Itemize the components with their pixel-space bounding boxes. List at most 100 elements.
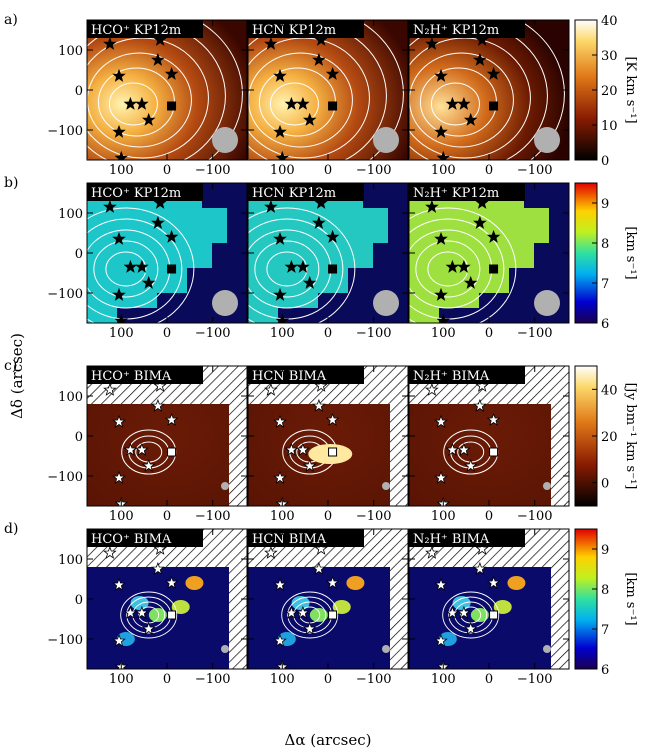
star-marker — [141, 458, 156, 472]
star-marker — [284, 259, 299, 273]
colorbar-tick-label: 9 — [601, 543, 609, 558]
star-marker — [475, 378, 489, 392]
panel-title-box — [409, 529, 525, 547]
y-tick-label: −100 — [47, 633, 83, 648]
star-marker — [284, 96, 299, 110]
star-marker — [123, 442, 138, 456]
star-marker — [475, 32, 489, 46]
y-tick-label: −100 — [47, 287, 83, 302]
star-marker — [164, 412, 179, 426]
hatched-region — [551, 529, 569, 669]
star-marker — [434, 231, 448, 245]
panel-title: N₂H⁺ BIMA — [413, 369, 490, 384]
panel-title: HCN KP12m — [252, 23, 336, 38]
colorbar-tick-label: 20 — [601, 84, 618, 99]
y-tick-label: 0 — [75, 593, 83, 608]
reference-square — [328, 447, 338, 457]
panel-map: N₂H⁺ KP12m — [409, 20, 569, 160]
star-marker — [103, 545, 117, 559]
contour-line — [248, 207, 356, 323]
panel-r3-c3: N₂H⁺ BIMA 100 0 −100 — [408, 365, 570, 524]
row-label: c) — [4, 358, 17, 374]
y-tick-label: 0 — [75, 84, 83, 99]
reference-square — [489, 610, 499, 620]
star-marker — [153, 32, 167, 46]
panel-title: HCO⁺ KP12m — [91, 186, 181, 201]
velocity-map — [409, 183, 549, 323]
star-marker — [302, 621, 317, 635]
contour-line — [254, 240, 320, 298]
star-marker — [273, 287, 287, 301]
star-marker — [273, 231, 287, 245]
reference-square — [167, 101, 177, 111]
panel-r4-c1: HCO⁺ BIMA 100 0 −100 100 0 −100 — [47, 528, 248, 687]
panel-map: HCO⁺ KP12m — [87, 20, 247, 160]
panel-title-box — [87, 529, 203, 547]
star-marker — [457, 442, 471, 456]
velocity-blob — [470, 608, 489, 622]
star-marker — [112, 231, 126, 245]
star-marker — [112, 577, 126, 591]
colorbar — [574, 528, 598, 670]
star-marker — [463, 275, 478, 289]
x-tick-label: 100 — [431, 326, 456, 341]
beam-ellipse — [221, 482, 229, 490]
reference-square — [328, 610, 338, 620]
panel-r2-c2: HCN KP12m 100 0 −100 — [247, 182, 409, 341]
star-marker — [123, 259, 138, 273]
x-tick-label: 0 — [485, 163, 493, 178]
star-marker — [135, 442, 149, 456]
reference-square — [489, 101, 499, 111]
panel-r2-c1: HCO⁺ KP12m 100 0 −100 100 0 −100 — [47, 182, 248, 341]
panel-r4-c3: N₂H⁺ BIMA 100 0 −100 — [408, 528, 570, 687]
star-marker — [473, 561, 487, 575]
reference-square — [489, 447, 499, 457]
star-marker — [473, 52, 487, 66]
x-tick-label: 0 — [163, 326, 171, 341]
y-tick-label: −100 — [47, 124, 83, 139]
star-marker — [314, 378, 328, 392]
panel-r1-c2: HCN KP12m 100 0 −100 — [247, 19, 409, 178]
beam-ellipse — [382, 482, 390, 490]
colorbar-tick-label: 30 — [601, 49, 618, 64]
contour-line — [415, 240, 481, 298]
contour-line — [93, 240, 159, 298]
x-tick-label: −100 — [517, 509, 553, 524]
colorbar-tick-label: 40 — [601, 14, 618, 29]
star-marker — [112, 287, 126, 301]
star-marker — [112, 124, 126, 138]
panel-title: N₂H⁺ BIMA — [413, 532, 490, 547]
panel-map: N₂H⁺ KP12m — [409, 183, 569, 323]
contour-line — [281, 591, 339, 639]
colorbar-tick-label: 6 — [601, 317, 609, 332]
star-marker — [112, 470, 126, 484]
star-marker — [312, 398, 326, 412]
panel-title-box — [87, 20, 203, 38]
colorbar-tick-label: 10 — [601, 119, 618, 134]
reference-square — [167, 610, 177, 620]
beam-ellipse — [534, 290, 560, 316]
star-marker — [273, 68, 287, 82]
star-marker — [273, 577, 287, 591]
star-marker — [123, 96, 138, 110]
beam-ellipse — [212, 290, 238, 316]
star-marker — [463, 112, 478, 126]
colorbar-tick-label: 6 — [601, 663, 609, 678]
x-tick-label: 100 — [109, 163, 134, 178]
reference-square — [167, 447, 177, 457]
panel-title: HCO⁺ BIMA — [91, 532, 172, 547]
star-marker — [135, 605, 149, 619]
star-marker — [153, 541, 167, 555]
star-marker — [312, 561, 326, 575]
star-marker — [264, 199, 278, 213]
velocity-blob — [452, 596, 471, 610]
velocity-map — [87, 183, 227, 323]
star-marker — [457, 96, 471, 110]
x-tick-label: 0 — [163, 163, 171, 178]
panel-title-box — [409, 183, 525, 201]
y-tick-label: 100 — [58, 207, 83, 222]
x-tick-label: 0 — [485, 672, 493, 687]
panel-map: HCN KP12m — [248, 20, 408, 160]
star-marker — [141, 112, 156, 126]
star-marker — [296, 442, 310, 456]
